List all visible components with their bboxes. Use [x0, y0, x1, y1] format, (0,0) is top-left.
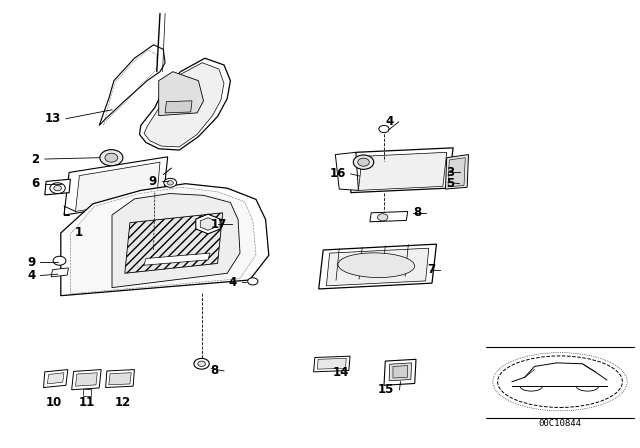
Polygon shape: [125, 213, 223, 273]
Circle shape: [53, 256, 66, 265]
Polygon shape: [384, 359, 416, 385]
Polygon shape: [159, 72, 204, 116]
Text: 11: 11: [79, 396, 95, 409]
Text: 4: 4: [27, 269, 35, 282]
Polygon shape: [51, 268, 68, 277]
Text: 8: 8: [413, 206, 421, 220]
Polygon shape: [317, 358, 346, 369]
Text: 6: 6: [31, 177, 40, 190]
Text: 3: 3: [446, 166, 454, 179]
Text: 9: 9: [27, 255, 35, 269]
Text: 17: 17: [211, 217, 227, 231]
Circle shape: [105, 153, 118, 162]
Polygon shape: [44, 370, 68, 388]
Polygon shape: [76, 373, 97, 386]
Polygon shape: [326, 248, 429, 286]
Text: 5: 5: [446, 177, 454, 190]
Polygon shape: [445, 155, 468, 189]
Polygon shape: [47, 373, 64, 384]
Text: 7: 7: [427, 263, 435, 276]
Text: 13: 13: [45, 112, 61, 125]
Text: 1: 1: [75, 226, 83, 240]
Text: 00C10844: 00C10844: [538, 419, 582, 428]
Polygon shape: [165, 101, 192, 113]
Circle shape: [379, 125, 389, 133]
Circle shape: [248, 278, 258, 285]
Text: 9: 9: [148, 175, 157, 188]
Polygon shape: [140, 58, 230, 150]
Polygon shape: [144, 253, 210, 265]
Text: 10: 10: [45, 396, 61, 409]
Polygon shape: [99, 45, 165, 125]
Polygon shape: [45, 179, 70, 195]
Polygon shape: [370, 211, 408, 222]
Circle shape: [54, 185, 61, 191]
Polygon shape: [64, 157, 168, 215]
Polygon shape: [72, 370, 101, 390]
Text: 14: 14: [332, 366, 349, 379]
Circle shape: [50, 183, 65, 194]
Polygon shape: [70, 187, 256, 294]
Polygon shape: [314, 356, 350, 372]
Text: 2: 2: [31, 152, 40, 166]
Polygon shape: [351, 148, 453, 193]
Polygon shape: [112, 194, 240, 288]
Polygon shape: [61, 184, 269, 296]
Polygon shape: [109, 373, 131, 385]
Text: 15: 15: [378, 383, 394, 396]
Polygon shape: [144, 63, 224, 147]
Circle shape: [198, 361, 205, 366]
Text: 8: 8: [211, 364, 219, 378]
Circle shape: [358, 158, 369, 166]
Circle shape: [378, 214, 388, 221]
Text: 12: 12: [115, 396, 131, 409]
Polygon shape: [319, 244, 436, 289]
Circle shape: [167, 181, 173, 185]
Ellipse shape: [338, 253, 415, 278]
Polygon shape: [106, 370, 134, 388]
Polygon shape: [83, 389, 91, 396]
Polygon shape: [358, 152, 447, 190]
Circle shape: [194, 358, 209, 369]
Polygon shape: [393, 366, 408, 378]
Polygon shape: [76, 162, 160, 211]
Circle shape: [353, 155, 374, 169]
Circle shape: [164, 178, 177, 187]
Text: 4: 4: [228, 276, 237, 289]
Polygon shape: [448, 158, 465, 187]
Text: 16: 16: [329, 167, 346, 181]
Polygon shape: [389, 363, 412, 381]
Circle shape: [100, 150, 123, 166]
Polygon shape: [335, 152, 358, 190]
Text: 4: 4: [385, 115, 394, 129]
